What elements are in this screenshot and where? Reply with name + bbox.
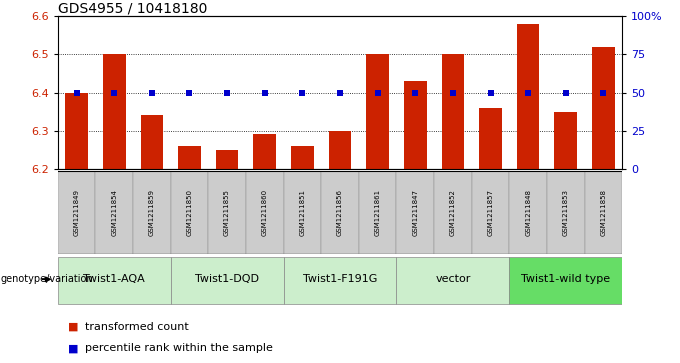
Text: percentile rank within the sample: percentile rank within the sample (85, 343, 273, 354)
Bar (328, 131, 352, 169)
Bar (103, 54, 126, 169)
Bar (291, 146, 313, 169)
Bar (396, 171, 434, 254)
Bar (585, 171, 622, 254)
Bar (58, 257, 171, 304)
Text: GSM1211861: GSM1211861 (375, 189, 381, 236)
Bar (396, 257, 509, 304)
Bar (472, 171, 509, 254)
Text: GSM1211851: GSM1211851 (299, 189, 305, 236)
Bar (547, 171, 585, 254)
Text: GSM1211847: GSM1211847 (412, 189, 418, 236)
Text: GSM1211852: GSM1211852 (450, 189, 456, 236)
Bar (254, 135, 276, 169)
Bar (216, 150, 239, 169)
Text: GSM1211848: GSM1211848 (525, 189, 531, 236)
Bar (58, 171, 95, 254)
Bar (65, 93, 88, 169)
Text: GSM1211860: GSM1211860 (262, 189, 268, 236)
Text: Twist1-AQA: Twist1-AQA (84, 274, 145, 284)
Text: GSM1211854: GSM1211854 (112, 189, 117, 236)
Text: GSM1211857: GSM1211857 (488, 189, 494, 236)
Bar (171, 171, 208, 254)
Bar (208, 171, 246, 254)
Text: GSM1211853: GSM1211853 (563, 189, 568, 236)
Bar (554, 112, 577, 169)
Text: transformed count: transformed count (85, 322, 189, 332)
Bar (359, 171, 396, 254)
Bar (592, 47, 615, 169)
Bar (141, 115, 163, 169)
Bar (171, 257, 284, 304)
Bar (246, 171, 284, 254)
Bar (509, 257, 622, 304)
Text: GSM1211850: GSM1211850 (186, 189, 192, 236)
Bar (404, 81, 426, 169)
Text: GSM1211858: GSM1211858 (600, 189, 607, 236)
Bar (178, 146, 201, 169)
Text: GDS4955 / 10418180: GDS4955 / 10418180 (58, 1, 207, 15)
Text: ■: ■ (68, 343, 78, 354)
Bar (133, 171, 171, 254)
Bar (479, 108, 502, 169)
Text: genotype/variation: genotype/variation (1, 274, 93, 284)
Text: GSM1211849: GSM1211849 (73, 189, 80, 236)
Text: GSM1211856: GSM1211856 (337, 189, 343, 236)
Bar (321, 171, 359, 254)
Bar (284, 171, 321, 254)
Text: Twist1-wild type: Twist1-wild type (521, 274, 611, 284)
Bar (284, 257, 396, 304)
Text: vector: vector (435, 274, 471, 284)
Bar (517, 24, 539, 169)
Text: GSM1211855: GSM1211855 (224, 189, 230, 236)
Bar (509, 171, 547, 254)
Text: Twist1-DQD: Twist1-DQD (195, 274, 259, 284)
Bar (434, 171, 472, 254)
Text: Twist1-F191G: Twist1-F191G (303, 274, 377, 284)
Bar (441, 54, 464, 169)
Text: GSM1211859: GSM1211859 (149, 189, 155, 236)
Bar (95, 171, 133, 254)
Text: ■: ■ (68, 322, 78, 332)
Bar (367, 54, 389, 169)
